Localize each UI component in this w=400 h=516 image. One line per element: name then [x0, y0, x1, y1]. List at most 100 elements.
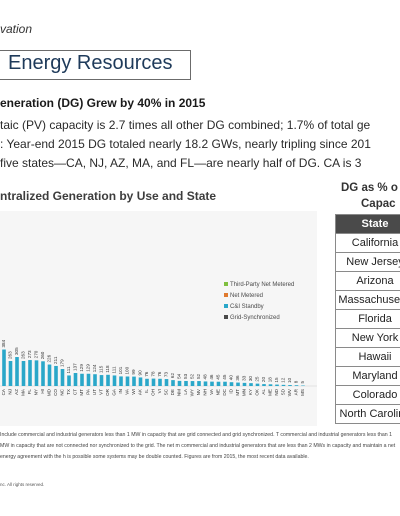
bullet-1: taic (PV) capacity is 2.7 times all othe…	[0, 118, 371, 132]
table-row: California	[335, 233, 400, 253]
side-title-line-1: DG as % o	[341, 182, 398, 194]
footnote: Include commercial and industrial genera…	[0, 432, 396, 460]
tick-label: UT	[92, 389, 97, 395]
chart-title: ntralized Generation by Use and State	[0, 189, 217, 203]
bar-va	[125, 376, 130, 386]
table-row: New Jersey	[335, 252, 400, 272]
state-cell: California	[335, 233, 400, 253]
tick-label: DE	[170, 389, 175, 395]
bar-de	[171, 380, 175, 386]
bar-nd	[275, 384, 279, 386]
bar-mt	[80, 373, 84, 387]
bullet-2: : Year-end 2015 DG totaled nearly 18.2 G…	[0, 137, 371, 151]
data-label: 20	[261, 377, 266, 383]
table-row: Hawaii	[335, 347, 400, 367]
legend-item-third-party: Third-Party Net Metered	[224, 282, 294, 288]
bar-ma	[21, 361, 26, 386]
bar-ak	[138, 377, 143, 386]
tick-label: CT	[73, 389, 78, 395]
bar-tx	[67, 375, 71, 386]
bar-pa	[86, 373, 91, 387]
data-label: 33	[242, 375, 247, 381]
tick-label: ID	[229, 388, 234, 393]
bar-az	[15, 357, 19, 386]
legend-label: Net Metered	[230, 293, 264, 299]
data-label: 115	[99, 365, 104, 373]
bar-ar	[294, 385, 299, 386]
data-label: 273	[27, 350, 32, 358]
bar-ga	[112, 375, 117, 386]
tick-label: TX	[66, 389, 71, 395]
bar-nv	[197, 381, 201, 386]
data-label: 46	[209, 374, 214, 380]
section-label: vation	[0, 22, 33, 36]
data-label: 263	[21, 351, 26, 359]
bar-fl	[28, 360, 32, 386]
data-label: 305	[14, 347, 19, 355]
bar-wi	[132, 376, 136, 386]
data-label: 45	[222, 374, 227, 380]
tick-label: NE	[216, 389, 221, 395]
tick-label: NY	[34, 389, 39, 395]
tick-label: MS	[300, 389, 305, 396]
legend-item-ci-standby: C&I Standby	[224, 304, 264, 310]
legend-item-net-metered: Net Metered	[224, 293, 263, 299]
bar-oh	[151, 378, 156, 386]
data-label: 124	[92, 364, 97, 372]
tick-label: AR	[294, 388, 299, 395]
title-frame	[0, 50, 191, 80]
bullet-3: five states—CA, NJ, AZ, MA, and FL—are n…	[0, 156, 362, 170]
table-row: Maryland	[335, 366, 400, 386]
legend-label: C&I Standby	[230, 304, 264, 310]
data-label: 18	[268, 377, 273, 383]
bar-vt	[99, 375, 104, 386]
tick-label: MT	[235, 389, 240, 396]
legend-item-grid-synchronized: Grid-Synchronized	[224, 315, 280, 321]
tick-label: OH	[151, 389, 156, 396]
bar-nh	[203, 381, 208, 386]
tick-label: ND	[274, 388, 279, 395]
tick-label: MD	[47, 388, 52, 396]
tick-label: KY	[248, 389, 253, 395]
tick-label: CO	[53, 389, 58, 396]
tick-label: WI	[131, 389, 136, 395]
data-label: 8	[294, 380, 299, 383]
data-label: 25	[255, 376, 260, 382]
bar-co	[54, 365, 58, 386]
data-label: 90	[138, 370, 143, 376]
data-label: 76	[144, 371, 149, 377]
legend-swatch	[224, 304, 228, 309]
bar-sc	[164, 379, 169, 386]
data-label: 45	[216, 374, 221, 380]
data-label: 99	[131, 369, 136, 375]
tick-label: VI	[157, 389, 162, 393]
table-row: North Carolina	[335, 404, 400, 424]
data-label: 101	[118, 366, 123, 374]
table-row: New York	[335, 328, 400, 348]
data-label: 78	[151, 371, 156, 377]
data-label: 40	[229, 375, 234, 381]
bar-nm	[177, 380, 182, 386]
table-row: Massachusetts	[335, 290, 400, 310]
tick-label: VA	[209, 388, 214, 395]
tick-label: PA	[86, 388, 91, 395]
tick-label: LA	[183, 388, 188, 395]
page-title: Energy Resources	[8, 52, 173, 74]
table-row: Arizona	[335, 271, 400, 291]
data-label: 118	[105, 365, 110, 373]
data-label: 62	[170, 373, 175, 379]
tick-label: SD	[281, 388, 286, 395]
bar-vi	[158, 378, 162, 386]
chart-panel	[0, 211, 317, 426]
tick-label: WY	[190, 389, 195, 396]
data-label: 30	[248, 376, 253, 382]
bar-il	[145, 378, 149, 386]
tick-label: DC	[222, 388, 227, 395]
data-label: 270	[34, 350, 39, 358]
tick-label: MN	[242, 389, 247, 396]
tick-label: NC	[60, 388, 65, 395]
data-label: 129	[79, 364, 84, 372]
data-label: 48	[203, 374, 208, 380]
bar-sd	[281, 384, 286, 386]
data-label: 52	[190, 374, 195, 380]
